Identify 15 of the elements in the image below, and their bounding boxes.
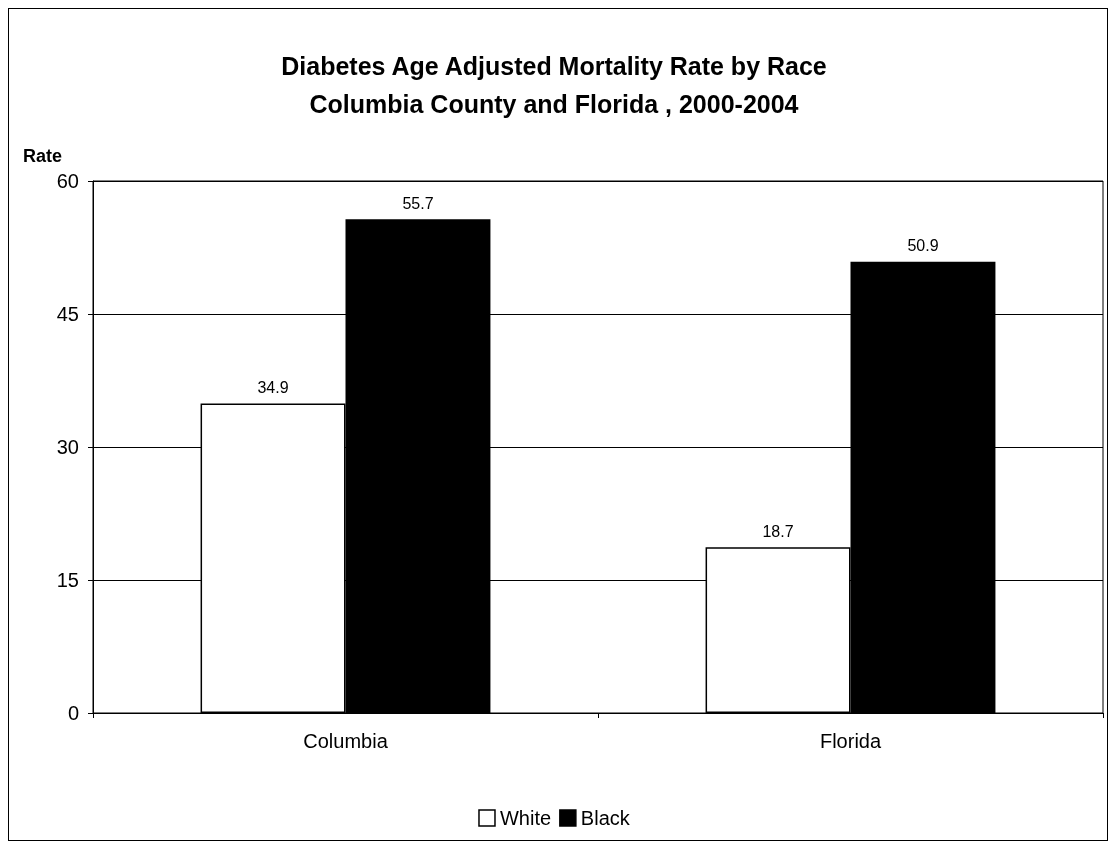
data-label: 34.9 bbox=[257, 379, 289, 397]
y-tick-label: 45 bbox=[56, 303, 79, 325]
legend-label: Black bbox=[580, 807, 631, 829]
legend-label: White bbox=[499, 807, 552, 829]
x-tick-label: Columbia bbox=[303, 730, 389, 752]
x-tick-label: Florida bbox=[819, 730, 882, 752]
y-tick-label: 30 bbox=[56, 436, 79, 458]
data-label: 18.7 bbox=[762, 522, 794, 540]
chart-title: Diabetes Age Adjusted Mortality Rate by Race Columbia County and Florida , 2000-2004 bbox=[281, 52, 827, 118]
y-axis-title: Rate bbox=[23, 146, 63, 166]
y-tick-label: 0 bbox=[67, 702, 79, 724]
data-label: 50.9 bbox=[907, 237, 939, 255]
y-tick-label: 15 bbox=[56, 569, 79, 591]
y-tick-label: 60 bbox=[56, 170, 79, 192]
data-label: 55.7 bbox=[402, 194, 434, 212]
